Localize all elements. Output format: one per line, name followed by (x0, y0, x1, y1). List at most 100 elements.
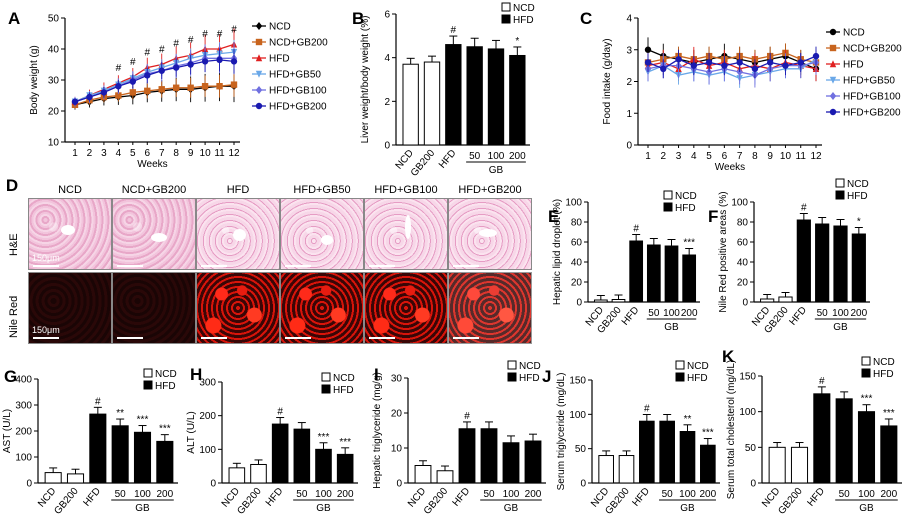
nile-red-image-ncd-gb200 (112, 272, 196, 344)
chart-k-significance: *** (883, 408, 895, 419)
panel-label-g: G (4, 367, 17, 386)
chart-a-x-tick-label: 3 (101, 148, 107, 159)
chart-i-y-tick-label: 10 (391, 444, 403, 455)
chart-i-legend-swatch-ncd (507, 360, 517, 370)
panel-label-c: C (580, 9, 592, 28)
he-image-ncd: 150μm (28, 198, 112, 270)
chart-j-legend-label-ncd: NCD (687, 361, 709, 372)
chart-e-bar (646, 244, 661, 303)
chart-a-point (187, 84, 194, 91)
chart-h-bar (293, 428, 311, 484)
chart-g-bar (89, 413, 107, 484)
chart-j-bar (700, 444, 716, 484)
chart-i-group-label: GB (504, 503, 519, 514)
chart-k-legend-swatch-hfd (861, 368, 871, 378)
chart-b-y-tick-label: 6 (384, 10, 390, 21)
chart-g-group-label: GB (135, 503, 150, 514)
chart-e-legend-label-ncd: NCD (675, 191, 697, 202)
chart-h-y-axis-label: ALT (U/L) (186, 411, 197, 453)
chart-c-point (721, 62, 728, 69)
chart-c-legend-marker (829, 92, 837, 100)
chart-c-x-tick-label: 9 (767, 151, 773, 162)
chart-k-category-label: GB200 (776, 486, 805, 517)
chart-c-y-tick-label: 1 (626, 109, 632, 120)
chart-k-category-label: HFD (805, 486, 827, 509)
chart-e-y-tick-label: 60 (571, 238, 583, 249)
he-image-hfd-gb200 (448, 198, 532, 270)
chart-e-significance: # (633, 224, 639, 235)
chart-k-y-axis-label: Serum total cholesterol (mg/dL) (726, 360, 737, 500)
chart-j-category-label: 100 (679, 489, 696, 500)
chart-e-significance: *** (683, 238, 695, 249)
chart-h-legend-label-ncd: NCD (333, 373, 355, 384)
chart-a-point (129, 78, 137, 85)
chart-h-category-label: 100 (315, 489, 332, 500)
chart-h-category-label: GB200 (235, 486, 264, 517)
chart-k-y-tick-label: 50 (745, 443, 757, 454)
chart-c-point (736, 59, 743, 66)
chart-k-category-label: 100 (858, 489, 875, 500)
chart-a-x-tick-label: 12 (228, 148, 240, 159)
chart-h-category-label: 200 (337, 489, 354, 500)
chart-g-category-label: 100 (134, 489, 151, 500)
chart-c-x-tick-label: 7 (737, 151, 743, 162)
chart-g-category-label: HFD (81, 486, 103, 509)
micro-col-hfd-gb200: HFD+GB200 (458, 184, 522, 196)
chart-f-bar (796, 219, 811, 303)
chart-f-bar (833, 225, 848, 303)
chart-h-bar (315, 448, 332, 484)
chart-j-y-axis-label: Serum triglyceride (mg/dL) (556, 373, 567, 491)
chart-g-significance: ** (116, 408, 124, 419)
chart-a-y-tick-label: 30 (48, 76, 60, 87)
chart-c-point (660, 65, 667, 73)
chart-b-group-label: GB (489, 165, 504, 176)
chart-e-legend-swatch-ncd (663, 190, 673, 200)
panel-label-k: K (722, 347, 735, 366)
chart-j-significance: ** (684, 414, 692, 425)
chart-f-y-tick-label: 40 (737, 258, 749, 269)
chart-f-y-tick-label: 80 (737, 218, 749, 229)
chart-b-category-label: HFD (437, 148, 459, 171)
chart-k-category-label: 200 (880, 489, 897, 500)
scale-label-nile-red: 150μm (32, 325, 60, 335)
chart-k-bar (835, 398, 853, 484)
chart-k-bar (813, 393, 831, 484)
chart-g-category-label: 50 (115, 489, 127, 500)
chart-c-legend-marker (829, 28, 837, 36)
chart-f-category-label: 50 (817, 308, 829, 319)
chart-b-bar (466, 46, 483, 146)
chart-g-y-tick-label: 200 (15, 427, 32, 438)
chart-j-bar (679, 431, 696, 484)
chart-c-point (766, 59, 774, 66)
chart-a-series-line (74, 57, 234, 103)
chart-g-y-tick-label: 100 (15, 453, 32, 464)
chart-a-point (172, 64, 180, 71)
chart-k-category-label: 50 (839, 489, 851, 500)
chart-a-annotation: # (202, 29, 208, 40)
chart-i-significance: # (464, 411, 470, 422)
chart-k-bar (790, 446, 809, 484)
chart-i-legend-label-hfd: HFD (519, 373, 540, 384)
chart-j-y-tick-label: 50 (575, 444, 587, 455)
chart-a-x-tick-label: 5 (130, 148, 136, 159)
chart-a-annotation: # (173, 38, 179, 49)
chart-h-significance: # (277, 407, 283, 418)
chart-a-legend-label: NCD+GB200 (269, 38, 328, 49)
chart-a-legend-label: NCD (269, 22, 291, 33)
chart-e-legend-label-hfd: HFD (675, 203, 696, 214)
chart-a-point (129, 89, 137, 96)
chart-b-bar (445, 44, 462, 146)
chart-a-x-tick-label: 7 (159, 148, 165, 159)
chart-a-y-axis-label: Body weight (g) (29, 45, 40, 114)
chart-j-legend-label-hfd: HFD (687, 373, 708, 384)
chart-a-legend-label: HFD+GB200 (269, 102, 327, 113)
chart-j-y-tick-label: 150 (569, 376, 586, 387)
chart-k-legend-label-ncd: NCD (873, 357, 895, 368)
chart-a-y-tick-label: 20 (48, 107, 60, 118)
chart-g-category-label: 200 (156, 489, 173, 500)
chart-h-category-label: HFD (264, 486, 286, 509)
chart-a-point (115, 92, 122, 99)
chart-h-significance: *** (339, 437, 351, 448)
chart-a-point (201, 58, 209, 65)
chart-c-x-tick-label: 2 (660, 151, 666, 162)
